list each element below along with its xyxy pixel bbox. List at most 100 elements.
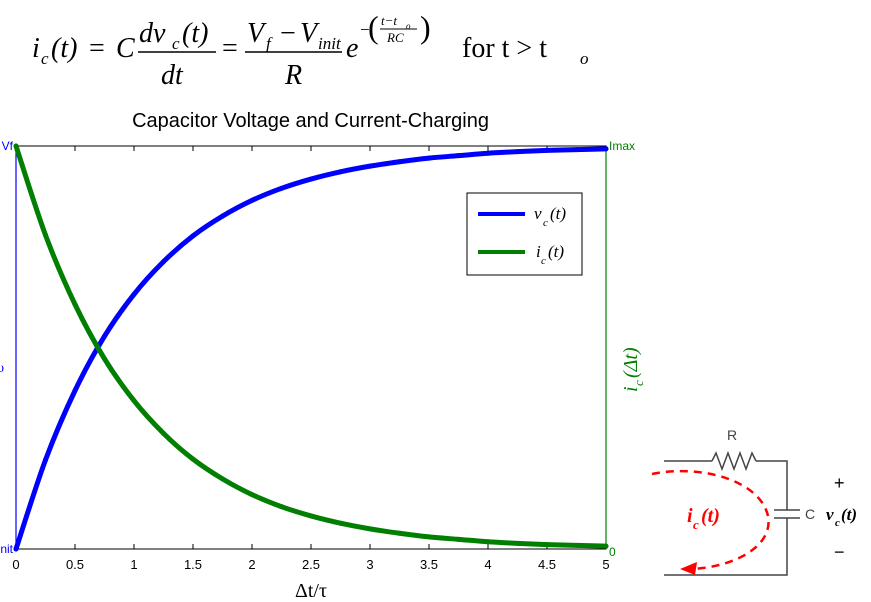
eq-exp-minus: − bbox=[360, 20, 370, 39]
series-point-vc bbox=[249, 197, 255, 203]
right-tick-top: Imax bbox=[609, 139, 635, 153]
series-point-ic bbox=[43, 232, 48, 238]
eq-equals-1: = bbox=[89, 33, 105, 64]
legend-label-ic-arg: (t) bbox=[548, 242, 564, 261]
series-point-ic bbox=[13, 143, 19, 149]
x-tick-label: 0 bbox=[12, 557, 19, 572]
series-point-vc bbox=[515, 149, 520, 155]
series-point-ic bbox=[426, 534, 432, 540]
series-point-vc bbox=[397, 159, 402, 165]
x-tick-label: 3.5 bbox=[420, 557, 438, 572]
current-loop-arrow bbox=[651, 469, 770, 571]
left-tick-top: Vf bbox=[2, 139, 14, 153]
series-point-vc bbox=[13, 546, 19, 552]
series-point-vc bbox=[456, 153, 461, 159]
eq-exp-rparen: ) bbox=[420, 9, 431, 45]
y-axis-left-label: υ bbox=[0, 361, 4, 376]
series-point-ic bbox=[279, 504, 284, 510]
legend-label-ic: i bbox=[536, 242, 541, 261]
series-point-ic bbox=[131, 398, 137, 404]
series-point-ic bbox=[190, 456, 196, 462]
series-point-ic bbox=[367, 526, 373, 532]
series-point-vc bbox=[367, 163, 373, 169]
current-arrowhead bbox=[680, 562, 697, 575]
eq-coef: C bbox=[116, 33, 135, 64]
eq-equals-2: = bbox=[222, 33, 238, 64]
series-point-vc bbox=[43, 457, 48, 463]
series-point-ic bbox=[574, 542, 579, 548]
eq-den1: dt bbox=[161, 60, 184, 91]
eq-lhs: i bbox=[32, 33, 40, 64]
series-point-vc bbox=[190, 233, 196, 239]
series-point-ic bbox=[72, 301, 78, 307]
eq-num1-arg: (t) bbox=[182, 18, 208, 49]
y-axis-right-label-arg: (Δt) bbox=[620, 347, 642, 378]
x-tick-label: 1 bbox=[130, 557, 137, 572]
y-axis-right-label: i c (Δt) bbox=[620, 347, 646, 392]
legend-label-vc-sub: c bbox=[543, 217, 548, 229]
series-point-ic bbox=[456, 536, 461, 542]
series-point-ic bbox=[544, 542, 550, 548]
y-axis-right-label-sub: c bbox=[631, 380, 646, 386]
x-tick-label: 2 bbox=[248, 557, 255, 572]
x-tick-label: 4.5 bbox=[538, 557, 556, 572]
legend-label-ic-sub: c bbox=[541, 255, 546, 267]
voltage-label-sub: c bbox=[835, 517, 840, 529]
resistor-label: R bbox=[727, 427, 737, 443]
series-layer bbox=[13, 143, 609, 552]
minus-sign: − bbox=[834, 542, 845, 562]
series-point-ic bbox=[515, 540, 520, 546]
legend: v c (t) i c (t) bbox=[466, 192, 583, 276]
eq-num2-b-sub: init bbox=[318, 34, 342, 53]
series-point-vc bbox=[102, 333, 107, 339]
eq-num2-a-sub: f bbox=[266, 34, 273, 53]
series-point-vc bbox=[574, 147, 579, 153]
y-axis-right-label-main: i bbox=[620, 386, 642, 392]
eq-num1-sub: c bbox=[172, 34, 180, 53]
eq-exp-base: e bbox=[346, 33, 358, 64]
series-point-ic bbox=[485, 539, 491, 545]
series-point-ic bbox=[338, 520, 343, 526]
series-point-ic bbox=[220, 476, 225, 482]
eq-exp-den: RC bbox=[386, 30, 404, 45]
eq-condition-sub: o bbox=[580, 49, 589, 68]
eq-condition: for t > t bbox=[462, 33, 547, 64]
series-point-vc bbox=[485, 150, 491, 156]
series-point-vc bbox=[603, 146, 609, 152]
voltage-label: v bbox=[826, 505, 834, 524]
x-axis-label: Δt/τ bbox=[295, 580, 327, 602]
voltage-label-arg: (t) bbox=[841, 505, 857, 524]
current-label-arg: (t) bbox=[701, 505, 720, 527]
series-point-ic bbox=[249, 492, 255, 498]
equation: i c (t) = C dv c (t) dt = V f − V init R… bbox=[32, 9, 589, 91]
series-point-vc bbox=[220, 213, 225, 219]
eq-lhs-sub: c bbox=[41, 49, 49, 68]
current-label-sub: c bbox=[693, 517, 699, 532]
legend-label-vc: v bbox=[534, 204, 542, 223]
eq-exp-num-sub: o bbox=[406, 21, 411, 31]
eq-num2-b: V bbox=[300, 18, 320, 49]
series-point-ic bbox=[102, 356, 107, 362]
chart-title: Capacitor Voltage and Current-Charging bbox=[132, 110, 489, 132]
series-point-vc bbox=[338, 169, 343, 175]
capacitor-label: C bbox=[805, 506, 815, 522]
series-point-vc bbox=[544, 147, 550, 153]
x-tick-label: 1.5 bbox=[184, 557, 202, 572]
x-tick-label: 2.5 bbox=[302, 557, 320, 572]
current-label: i bbox=[687, 505, 693, 527]
resistor-symbol bbox=[711, 450, 757, 472]
eq-den2: R bbox=[284, 60, 302, 91]
series-point-ic bbox=[161, 430, 166, 436]
legend-box bbox=[466, 192, 583, 276]
series-point-vc bbox=[72, 388, 78, 394]
right-tick-bottom: 0 bbox=[609, 545, 616, 559]
x-tick-label: 4 bbox=[484, 557, 491, 572]
eq-num2-a: V bbox=[247, 18, 267, 49]
series-point-vc bbox=[279, 185, 284, 191]
series-point-vc bbox=[308, 176, 314, 182]
eq-num1: dv bbox=[139, 18, 166, 49]
circuit-wire-top-right bbox=[756, 460, 788, 510]
